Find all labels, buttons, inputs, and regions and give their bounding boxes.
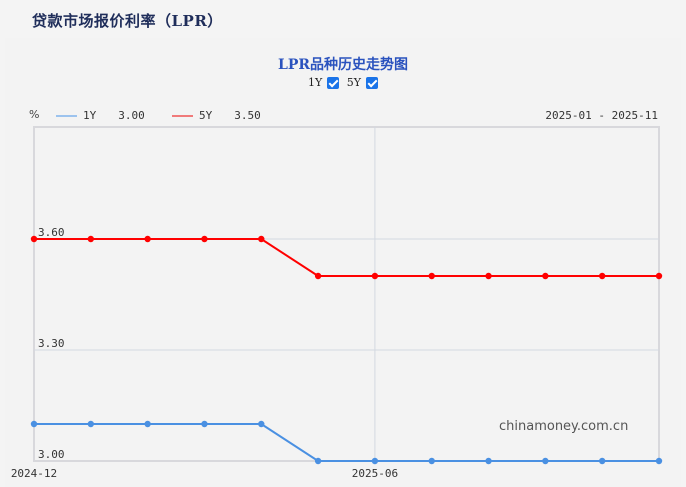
- toggle-1y-label: 1Y: [307, 76, 323, 89]
- data-point: [87, 420, 95, 428]
- data-point: [314, 457, 322, 465]
- data-point: [485, 457, 492, 465]
- data-point: [87, 235, 95, 243]
- y-unit-label: %: [29, 108, 40, 121]
- data-point: [201, 235, 208, 243]
- data-point: [428, 457, 435, 465]
- legend-5y-name: 5Y: [199, 109, 213, 122]
- series-line-1y: [34, 423, 659, 462]
- data-point: [598, 272, 606, 280]
- legend-5y: 5Y 3.50: [172, 109, 261, 122]
- data-point: [655, 272, 663, 280]
- x-tick-label: 2025-06: [352, 467, 398, 480]
- watermark: chinamoney.com.cn: [499, 419, 629, 434]
- data-point: [655, 457, 663, 465]
- data-point: [485, 272, 492, 280]
- page-title: 贷款市场报价利率（LPR）: [32, 12, 223, 30]
- legend-5y-value: 3.50: [234, 109, 261, 122]
- y-tick-label: 3.30: [38, 337, 65, 350]
- date-range: 2025-01 - 2025-11: [545, 109, 658, 122]
- legend-5y-swatch: [172, 114, 193, 117]
- series-toggles: 1Y 5Y: [0, 76, 686, 89]
- plot-frame: [33, 126, 660, 462]
- checkbox-5y[interactable]: [366, 76, 379, 89]
- series-lines: [30, 235, 663, 465]
- toggle-1y[interactable]: 1Y: [307, 76, 340, 89]
- data-point: [201, 420, 208, 428]
- legend-1y-value: 3.00: [118, 109, 145, 122]
- data-point: [542, 457, 549, 465]
- legend-1y: 1Y 3.00: [56, 109, 145, 122]
- data-point: [542, 272, 549, 280]
- data-point: [371, 272, 379, 280]
- checkbox-1y[interactable]: [327, 76, 340, 89]
- data-point: [144, 235, 151, 243]
- toggle-5y[interactable]: 5Y: [346, 76, 379, 89]
- y-tick-label: 3.60: [38, 226, 65, 239]
- toggle-5y-label: 5Y: [346, 76, 362, 89]
- data-point: [30, 235, 38, 243]
- data-point: [371, 457, 379, 465]
- data-point: [30, 420, 38, 428]
- data-point: [314, 272, 322, 280]
- y-tick-label: 3.00: [38, 448, 65, 461]
- data-point: [258, 420, 265, 428]
- legend-1y-name: 1Y: [83, 109, 97, 122]
- data-point: [144, 420, 151, 428]
- grid-lines: [33, 126, 660, 462]
- data-point: [258, 235, 265, 243]
- axis-labels: 3.00 3.30 3.60 2024-12 2025-06: [11, 226, 398, 480]
- series-line-5y: [34, 238, 659, 277]
- legend-1y-swatch: [56, 114, 77, 117]
- data-point: [598, 457, 606, 465]
- chart-title: LPR品种历史走势图: [277, 57, 408, 73]
- data-point: [428, 272, 435, 280]
- x-tick-label: 2024-12: [11, 467, 57, 480]
